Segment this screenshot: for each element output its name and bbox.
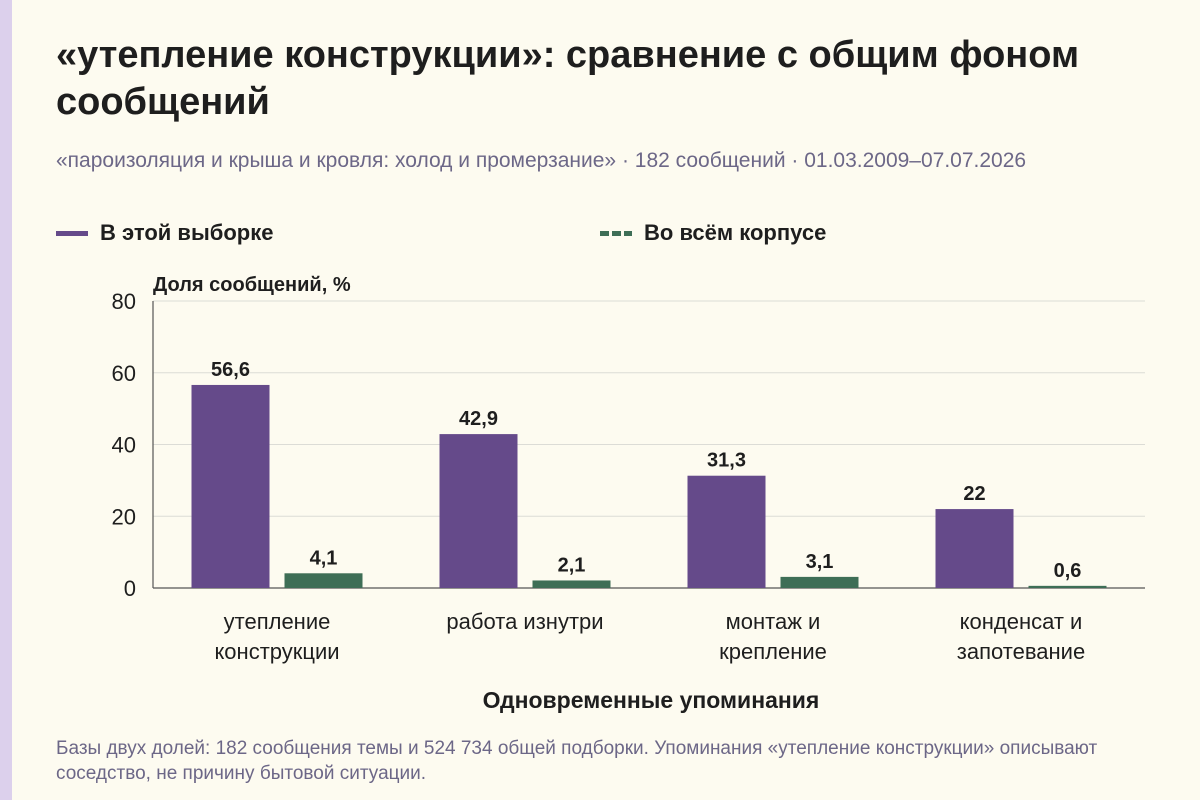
y-tick-label: 40	[112, 433, 136, 458]
y-tick-label: 60	[112, 361, 136, 386]
legend-swatch-corpus	[600, 230, 632, 236]
legend-swatch-sample	[56, 230, 88, 236]
bar-value-label: 3,1	[806, 551, 834, 573]
x-axis-label: Одновременные упоминания	[483, 687, 820, 713]
bar-sample	[935, 509, 1014, 588]
side-accent-stripe	[0, 0, 12, 800]
footnote: Базы двух долей: 182 сообщения темы и 52…	[56, 738, 1098, 784]
bar-sample	[687, 475, 766, 588]
x-tick-label: работа изнутри	[446, 609, 603, 634]
chart-title: «утепление конструкции»: сравнение с общ…	[56, 34, 1080, 123]
legend-label-corpus: Во всём корпусе	[644, 220, 827, 245]
chart-subtitle: «пароизоляция и крыша и кровля: холод и …	[56, 149, 1027, 172]
bar-value-label: 56,6	[211, 359, 250, 381]
bar-sample	[191, 384, 270, 588]
bar-value-label: 42,9	[459, 408, 498, 430]
bar-chart: 0 20 40 60 80 Доля сообщений, % 56,6 4,1 утеплен…	[112, 274, 1145, 713]
legend-item-corpus: Во всём корпусе	[600, 220, 826, 246]
x-tick-label: крепление	[719, 639, 827, 664]
x-tick-label: монтаж и	[726, 609, 821, 634]
bar-value-label: 31,3	[707, 450, 746, 472]
bar-value-label: 4,1	[310, 547, 338, 569]
bar-corpus	[284, 573, 363, 588]
bar-corpus	[780, 576, 859, 588]
x-tick-label: запотевание	[957, 639, 1085, 664]
legend-item-sample: В этой выборке	[56, 220, 273, 246]
y-axis-label: Доля сообщений, %	[153, 274, 351, 296]
bar-sample	[439, 434, 518, 588]
legend-label-sample: В этой выборке	[100, 220, 274, 245]
y-tick-label: 20	[112, 504, 136, 529]
x-tick-label: конденсат и	[960, 609, 1083, 634]
bar-value-label: 2,1	[558, 554, 586, 576]
bar-value-label: 22	[963, 483, 985, 505]
bar-value-label: 0,6	[1054, 560, 1082, 582]
x-tick-label: утепление	[224, 609, 331, 634]
bar-corpus	[1028, 585, 1107, 588]
y-tick-label: 80	[112, 289, 136, 314]
bar-corpus	[532, 580, 611, 588]
y-tick-label: 0	[124, 576, 136, 601]
x-tick-label: конструкции	[214, 639, 339, 664]
